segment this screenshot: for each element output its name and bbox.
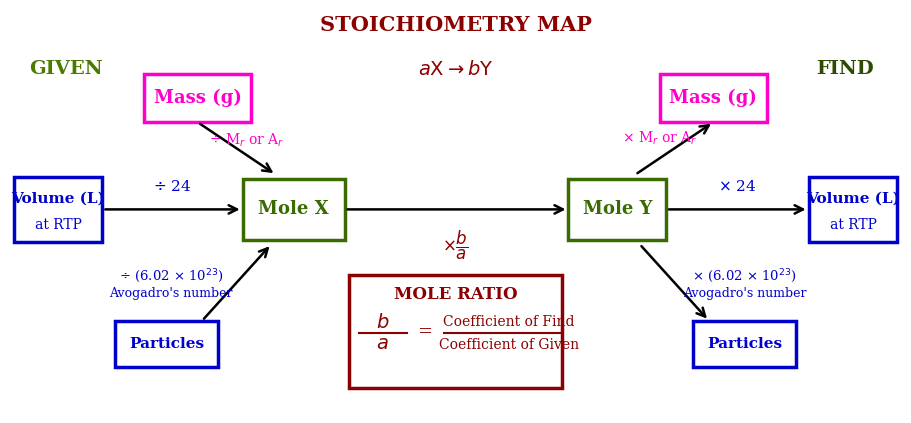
Text: Coefficient of Given: Coefficient of Given bbox=[439, 338, 578, 352]
Text: Avogadro's number: Avogadro's number bbox=[682, 287, 806, 300]
FancyBboxPatch shape bbox=[14, 177, 103, 242]
FancyBboxPatch shape bbox=[144, 74, 251, 122]
FancyBboxPatch shape bbox=[808, 177, 897, 242]
FancyBboxPatch shape bbox=[693, 321, 795, 367]
Text: $a$: $a$ bbox=[376, 335, 389, 353]
Text: $a\mathrm{X} \rightarrow b\mathrm{Y}$: $a\mathrm{X} \rightarrow b\mathrm{Y}$ bbox=[418, 60, 493, 79]
FancyBboxPatch shape bbox=[242, 179, 344, 240]
Text: Mole Y: Mole Y bbox=[582, 201, 652, 218]
Text: at RTP: at RTP bbox=[830, 218, 876, 232]
FancyBboxPatch shape bbox=[116, 321, 218, 367]
Text: Particles: Particles bbox=[707, 337, 782, 351]
FancyBboxPatch shape bbox=[568, 179, 666, 240]
Text: Mole X: Mole X bbox=[259, 201, 329, 218]
Text: $\times$ 24: $\times$ 24 bbox=[718, 179, 756, 194]
Text: Mass (g): Mass (g) bbox=[670, 89, 757, 107]
Text: FIND: FIND bbox=[816, 60, 874, 78]
Text: $\div$ (6.02 $\times$ 10$^{23}$): $\div$ (6.02 $\times$ 10$^{23}$) bbox=[118, 268, 223, 286]
FancyBboxPatch shape bbox=[660, 74, 767, 122]
Text: STOICHIOMETRY MAP: STOICHIOMETRY MAP bbox=[320, 14, 591, 35]
Text: MOLE RATIO: MOLE RATIO bbox=[394, 286, 517, 303]
Text: $\div$ 24: $\div$ 24 bbox=[153, 179, 191, 194]
Text: Coefficient of Find: Coefficient of Find bbox=[443, 315, 575, 329]
Text: Avogadro's number: Avogadro's number bbox=[109, 287, 232, 300]
Text: $b$: $b$ bbox=[376, 313, 389, 332]
Text: Mass (g): Mass (g) bbox=[154, 89, 241, 107]
FancyBboxPatch shape bbox=[349, 275, 562, 388]
Text: GIVEN: GIVEN bbox=[29, 60, 103, 78]
Text: Particles: Particles bbox=[129, 337, 204, 351]
Text: $\times\dfrac{b}{a}$: $\times\dfrac{b}{a}$ bbox=[442, 228, 469, 262]
Text: $\div$ M$_r$ or A$_r$: $\div$ M$_r$ or A$_r$ bbox=[209, 132, 284, 149]
Text: Volume (L): Volume (L) bbox=[11, 192, 105, 206]
Text: $\times$ (6.02 $\times$ 10$^{23}$): $\times$ (6.02 $\times$ 10$^{23}$) bbox=[692, 268, 797, 286]
Text: $\times$ M$_r$ or A$_r$: $\times$ M$_r$ or A$_r$ bbox=[622, 129, 698, 147]
Text: =: = bbox=[417, 324, 432, 341]
Text: Volume (L): Volume (L) bbox=[806, 192, 900, 206]
Text: at RTP: at RTP bbox=[35, 218, 81, 232]
